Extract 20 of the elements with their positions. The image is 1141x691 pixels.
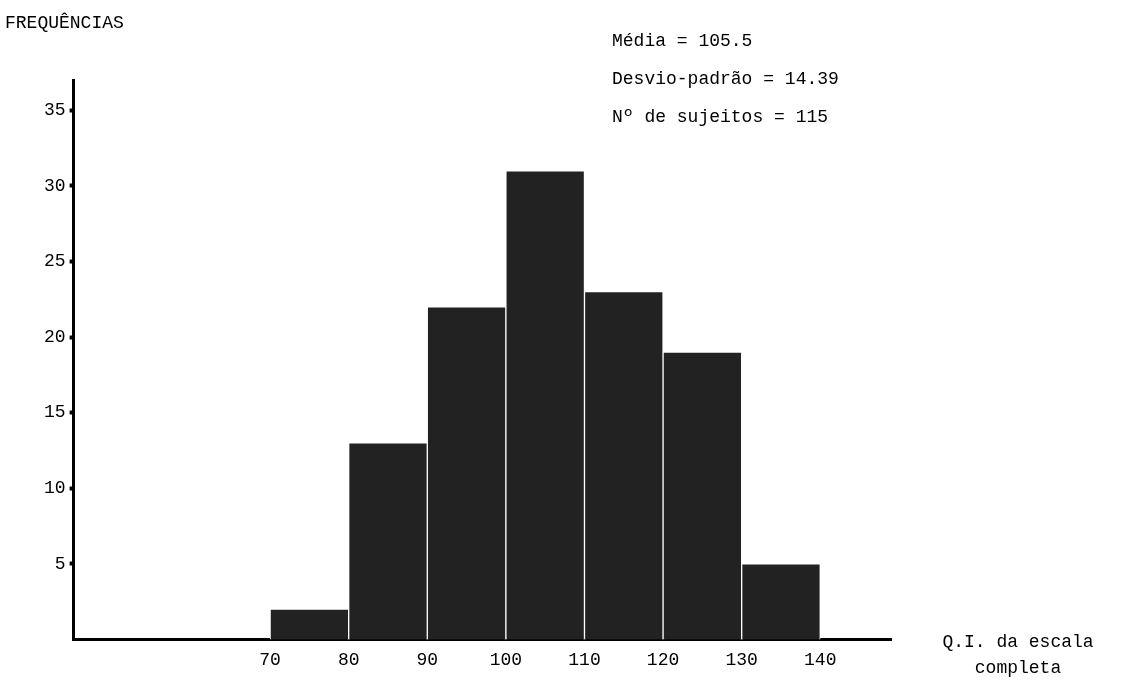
y-tick-label: 5 — [54, 553, 66, 574]
x-tick-label: 90 — [416, 649, 439, 670]
annotation: Nº de sujeitos = 115 — [612, 107, 829, 127]
y-tick-label: 25 — [43, 251, 66, 272]
y-axis-title: FREQUÊNCIAS — [5, 12, 124, 33]
y-tick-label: 30 — [43, 175, 66, 196]
x-axis-title: Q.I. da escala completa — [942, 632, 1094, 679]
y-tick-label: 15 — [43, 402, 66, 423]
y-tick-label: 10 — [43, 477, 66, 498]
x-tick-label: 70 — [259, 649, 281, 670]
x-tick-label: 140 — [804, 649, 837, 670]
x-tick-label: 80 — [337, 649, 360, 670]
y-tick-label: 20 — [43, 326, 66, 347]
x-tick-label: 130 — [725, 649, 758, 670]
x-tick-label: 120 — [646, 649, 680, 670]
text: Média = 105.5 — [612, 31, 753, 51]
y-tick-label: 35 — [43, 100, 66, 120]
x-tick-label: 100 — [489, 649, 523, 670]
annotation: Desvio-padrão = 14.39 — [612, 69, 839, 89]
x-tick-label: 110 — [568, 649, 601, 670]
